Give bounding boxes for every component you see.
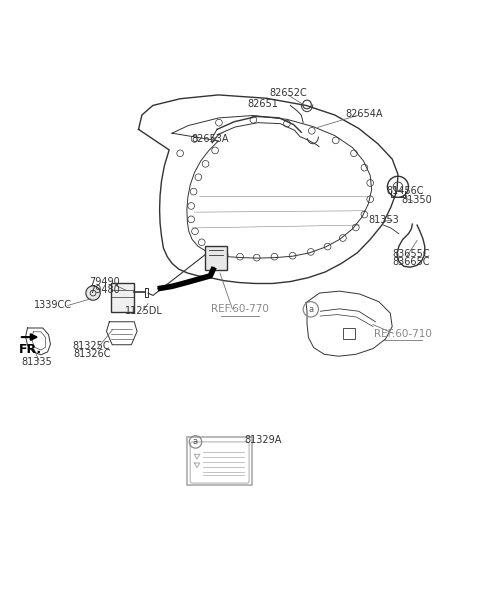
Text: a: a [193,437,198,447]
Text: 79480: 79480 [90,285,120,295]
Text: 81325C: 81325C [73,341,110,351]
Text: FR.: FR. [19,343,42,356]
Text: REF.60-770: REF.60-770 [211,304,269,314]
Text: 81456C: 81456C [386,186,424,196]
Text: 81350: 81350 [402,195,432,205]
Text: 82652C: 82652C [269,87,307,98]
Text: 83665C: 83665C [393,257,430,268]
Bar [343,329,355,339]
Text: 82653A: 82653A [192,134,229,144]
Text: REF.60-710: REF.60-710 [374,329,432,339]
Text: 81326C: 81326C [73,349,110,359]
Text: 1339CC: 1339CC [35,299,72,310]
Circle shape [86,286,100,300]
Text: 83655C: 83655C [393,249,430,259]
Bar [205,246,227,269]
Text: 1125DL: 1125DL [125,306,163,316]
Text: 81335: 81335 [21,357,52,367]
Text: 81353: 81353 [368,215,399,225]
Text: 82651: 82651 [248,98,278,109]
Text: a: a [308,305,313,314]
Bar [111,284,134,312]
Bar [187,437,252,485]
Text: 82654A: 82654A [346,109,383,119]
Text: 79490: 79490 [90,277,120,287]
Text: 81329A: 81329A [244,436,282,445]
